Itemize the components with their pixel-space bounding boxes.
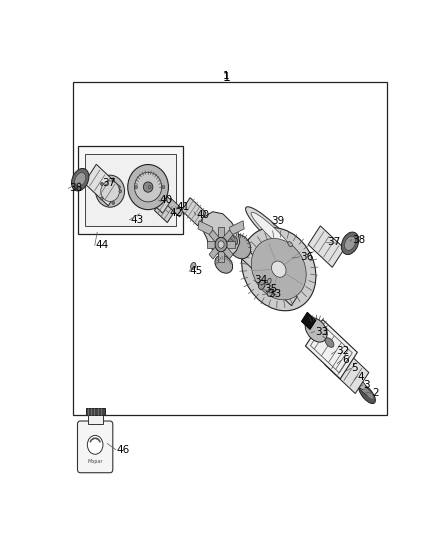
Ellipse shape — [143, 182, 153, 192]
Ellipse shape — [267, 289, 273, 296]
Text: 41: 41 — [176, 202, 190, 212]
Polygon shape — [202, 212, 240, 257]
Bar — [86, 408, 105, 415]
Text: 44: 44 — [95, 240, 109, 251]
Ellipse shape — [355, 381, 371, 395]
Polygon shape — [167, 198, 184, 217]
Text: 2: 2 — [372, 388, 379, 398]
Polygon shape — [155, 198, 176, 223]
Text: 42: 42 — [170, 207, 183, 217]
Text: 45: 45 — [190, 266, 203, 276]
Ellipse shape — [305, 318, 327, 342]
Ellipse shape — [251, 238, 306, 300]
Ellipse shape — [242, 228, 316, 311]
Ellipse shape — [268, 278, 271, 284]
Polygon shape — [198, 221, 212, 236]
Text: 39: 39 — [271, 216, 285, 226]
Text: 36: 36 — [300, 252, 314, 262]
Ellipse shape — [100, 182, 103, 185]
Ellipse shape — [359, 384, 375, 403]
Ellipse shape — [100, 197, 103, 200]
Text: 37: 37 — [102, 178, 116, 188]
Ellipse shape — [148, 185, 151, 189]
Text: 40: 40 — [159, 195, 173, 205]
Ellipse shape — [229, 235, 238, 246]
Ellipse shape — [87, 435, 103, 454]
Ellipse shape — [112, 201, 115, 205]
Polygon shape — [308, 226, 344, 268]
Ellipse shape — [135, 185, 138, 189]
Polygon shape — [207, 241, 235, 248]
Polygon shape — [209, 230, 233, 259]
Ellipse shape — [191, 262, 196, 269]
Text: 34: 34 — [254, 275, 268, 285]
Ellipse shape — [325, 338, 334, 348]
Ellipse shape — [272, 261, 286, 277]
Ellipse shape — [341, 232, 359, 255]
Bar — [85, 154, 176, 226]
Text: 40: 40 — [197, 210, 210, 220]
Ellipse shape — [215, 237, 227, 252]
Ellipse shape — [288, 241, 293, 247]
Text: 38: 38 — [352, 235, 365, 245]
Ellipse shape — [350, 374, 366, 390]
Polygon shape — [230, 238, 297, 305]
Text: 32: 32 — [336, 346, 350, 356]
Ellipse shape — [134, 172, 162, 202]
Polygon shape — [327, 345, 350, 373]
Ellipse shape — [251, 212, 293, 252]
Polygon shape — [149, 187, 171, 213]
Polygon shape — [84, 164, 120, 206]
Polygon shape — [325, 343, 369, 393]
Ellipse shape — [258, 280, 265, 289]
Polygon shape — [209, 230, 233, 259]
Ellipse shape — [229, 235, 251, 259]
Text: 6: 6 — [342, 356, 349, 365]
Polygon shape — [182, 198, 206, 226]
Text: Mopar: Mopar — [88, 459, 103, 464]
Text: 3: 3 — [364, 380, 370, 390]
Ellipse shape — [128, 165, 169, 209]
Ellipse shape — [218, 241, 224, 248]
Ellipse shape — [119, 190, 122, 193]
Ellipse shape — [215, 255, 233, 273]
Text: 33: 33 — [315, 327, 328, 336]
Bar — [74, 83, 387, 415]
Text: 38: 38 — [69, 183, 82, 193]
Bar — [88, 415, 102, 424]
FancyBboxPatch shape — [78, 421, 113, 473]
Text: 35: 35 — [265, 284, 278, 294]
Polygon shape — [305, 319, 357, 379]
Ellipse shape — [345, 236, 356, 251]
Bar — [78, 146, 183, 235]
Text: 4: 4 — [358, 372, 364, 382]
Ellipse shape — [364, 387, 373, 399]
Ellipse shape — [75, 173, 86, 187]
Ellipse shape — [246, 207, 298, 257]
Polygon shape — [219, 227, 224, 262]
Text: 37: 37 — [327, 238, 340, 247]
Ellipse shape — [162, 185, 165, 189]
Polygon shape — [301, 312, 316, 329]
Ellipse shape — [101, 181, 120, 201]
Polygon shape — [230, 221, 244, 236]
Text: 46: 46 — [117, 445, 130, 455]
Ellipse shape — [71, 168, 89, 191]
Text: 5: 5 — [351, 364, 358, 374]
Ellipse shape — [112, 178, 115, 181]
Text: 33: 33 — [268, 289, 281, 299]
Text: 1: 1 — [222, 70, 230, 84]
Text: 43: 43 — [130, 215, 143, 225]
Ellipse shape — [95, 175, 124, 207]
Text: 1: 1 — [223, 70, 230, 80]
